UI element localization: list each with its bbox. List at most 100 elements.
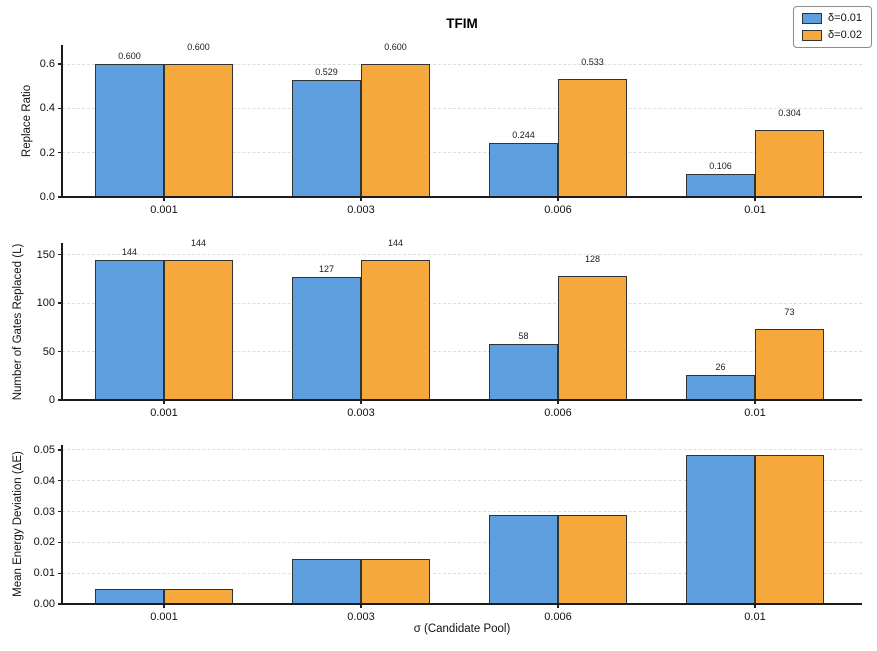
bar-value-label: 73 bbox=[784, 307, 795, 318]
plot-area-energy-deviation: 0.00 0.01 0.02 0.03 0.04 0.05 0.001 0.003 0.006 0… bbox=[34, 444, 862, 623]
bar-delta-001 bbox=[292, 79, 361, 197]
y-tick-label: 0.4 bbox=[39, 102, 55, 115]
y-tick-mark bbox=[58, 510, 62, 513]
gridline bbox=[62, 63, 862, 65]
bar-value-label: 144 bbox=[121, 247, 138, 258]
gridline bbox=[62, 107, 862, 109]
bar-delta-001 bbox=[95, 260, 164, 400]
y-tick-mark bbox=[58, 603, 62, 605]
y-tick-mark bbox=[58, 449, 62, 451]
bar-value-label: 128 bbox=[584, 253, 601, 264]
gridline bbox=[62, 511, 862, 513]
bar-delta-001 bbox=[489, 514, 558, 604]
gridline bbox=[62, 480, 862, 482]
gridline bbox=[62, 351, 862, 353]
x-axis-label: σ (Candidate Pool) bbox=[413, 623, 511, 635]
y-tick-mark bbox=[58, 480, 62, 482]
bar-delta-002 bbox=[361, 260, 430, 400]
y-tick-label: 0.00 bbox=[33, 598, 55, 610]
bar-value-label: 144 bbox=[387, 238, 404, 249]
bar-value-label: 144 bbox=[190, 238, 207, 249]
x-tick-label: 0.01 bbox=[744, 407, 766, 419]
y-tick-label: 0.02 bbox=[33, 536, 55, 549]
y-tick-mark bbox=[58, 350, 62, 353]
x-tick-label: 0.001 bbox=[150, 204, 178, 216]
bar-value-label: 0.304 bbox=[778, 107, 801, 118]
legend-item-delta-002: δ=0.02 bbox=[802, 29, 862, 42]
y-tick-label: 0.03 bbox=[33, 505, 55, 518]
gridline bbox=[62, 302, 862, 304]
bar-delta-002 bbox=[558, 514, 627, 604]
y-tick-mark bbox=[58, 399, 62, 401]
x-axis-spine bbox=[61, 196, 862, 198]
y-tick-label: 0.01 bbox=[33, 567, 55, 580]
plot-area-replace-ratio: 0.0 0.2 0.4 0.6 0.600 0.600 0.001 0.529 0.600 0.0… bbox=[40, 42, 862, 216]
x-axis-spine bbox=[61, 603, 862, 605]
x-tick-label: 0.01 bbox=[744, 204, 766, 216]
x-tick-label: 0.003 bbox=[347, 204, 375, 216]
x-tick-mark bbox=[557, 400, 559, 404]
bar-value-label: 0.533 bbox=[581, 56, 604, 67]
y-tick-label: 50 bbox=[42, 345, 55, 358]
y-tick-mark bbox=[58, 107, 62, 110]
bar-delta-001 bbox=[686, 173, 755, 197]
x-tick-label: 0.003 bbox=[347, 611, 375, 623]
bar-value-label: 26 bbox=[715, 361, 726, 372]
gridline bbox=[62, 254, 862, 256]
bar-delta-002 bbox=[755, 454, 824, 604]
bar-delta-001 bbox=[292, 276, 361, 400]
bar-value-label: 0.600 bbox=[118, 51, 141, 62]
bar-delta-001 bbox=[686, 374, 755, 400]
x-tick-mark bbox=[163, 197, 165, 201]
x-tick-label: 0.001 bbox=[150, 611, 178, 623]
bar-value-label: 0.600 bbox=[187, 42, 210, 53]
x-tick-mark bbox=[754, 400, 756, 404]
plot-area-gates-replaced: 0 50 100 150 144 144 0.001 127 144 0.003 58 128 0.00… bbox=[37, 238, 862, 419]
x-tick-mark bbox=[360, 197, 362, 201]
legend-swatch-orange bbox=[802, 30, 823, 41]
legend-label: δ=0.02 bbox=[828, 29, 862, 41]
y-tick-label: 0.0 bbox=[39, 191, 55, 203]
x-tick-label: 0.01 bbox=[744, 611, 766, 623]
bar-delta-002 bbox=[361, 559, 430, 604]
y-tick-mark bbox=[58, 572, 62, 574]
x-tick-mark bbox=[163, 400, 165, 404]
bar-delta-001 bbox=[489, 142, 558, 197]
bar-value-label: 127 bbox=[318, 263, 335, 274]
bar-value-label: 58 bbox=[518, 330, 529, 341]
x-tick-mark bbox=[557, 604, 559, 608]
y-tick-label: 0 bbox=[48, 394, 55, 406]
bar-delta-001 bbox=[95, 64, 164, 197]
y-tick-mark bbox=[58, 541, 62, 544]
y-axis-spine bbox=[61, 45, 63, 197]
bar-value-label: 0.106 bbox=[709, 160, 732, 171]
y-tick-label: 0.05 bbox=[33, 443, 55, 456]
bar-delta-002 bbox=[755, 329, 824, 400]
gridline bbox=[62, 541, 862, 543]
x-tick-mark bbox=[163, 604, 165, 608]
x-axis-spine bbox=[61, 399, 862, 401]
y-tick-mark bbox=[58, 152, 62, 154]
gridline bbox=[62, 449, 862, 451]
y-tick-mark bbox=[58, 302, 62, 304]
bar-delta-002 bbox=[558, 275, 627, 400]
gridline bbox=[62, 152, 862, 154]
bar-delta-001 bbox=[292, 559, 361, 604]
bar-value-label: 0.529 bbox=[315, 66, 338, 77]
y-tick-label: 0.6 bbox=[39, 58, 55, 71]
y-tick-label: 0.2 bbox=[39, 146, 55, 159]
y-tick-mark bbox=[58, 63, 62, 65]
gridline bbox=[62, 572, 862, 574]
bar-delta-002 bbox=[755, 129, 824, 197]
chart-title: TFIM bbox=[446, 16, 478, 31]
x-tick-label: 0.006 bbox=[544, 407, 572, 419]
y-tick-label: 0.04 bbox=[33, 474, 55, 487]
y-tick-mark bbox=[58, 253, 62, 256]
x-tick-label: 0.006 bbox=[544, 204, 572, 216]
y-axis-label-energy-deviation: Mean Energy Deviation (ΔE) bbox=[12, 451, 24, 597]
bar-delta-001 bbox=[489, 343, 558, 400]
y-axis-label-gates-replaced: Number of Gates Replaced (L) bbox=[12, 243, 24, 401]
bar-value-label: 0.244 bbox=[512, 129, 535, 140]
y-axis-spine bbox=[61, 445, 63, 604]
